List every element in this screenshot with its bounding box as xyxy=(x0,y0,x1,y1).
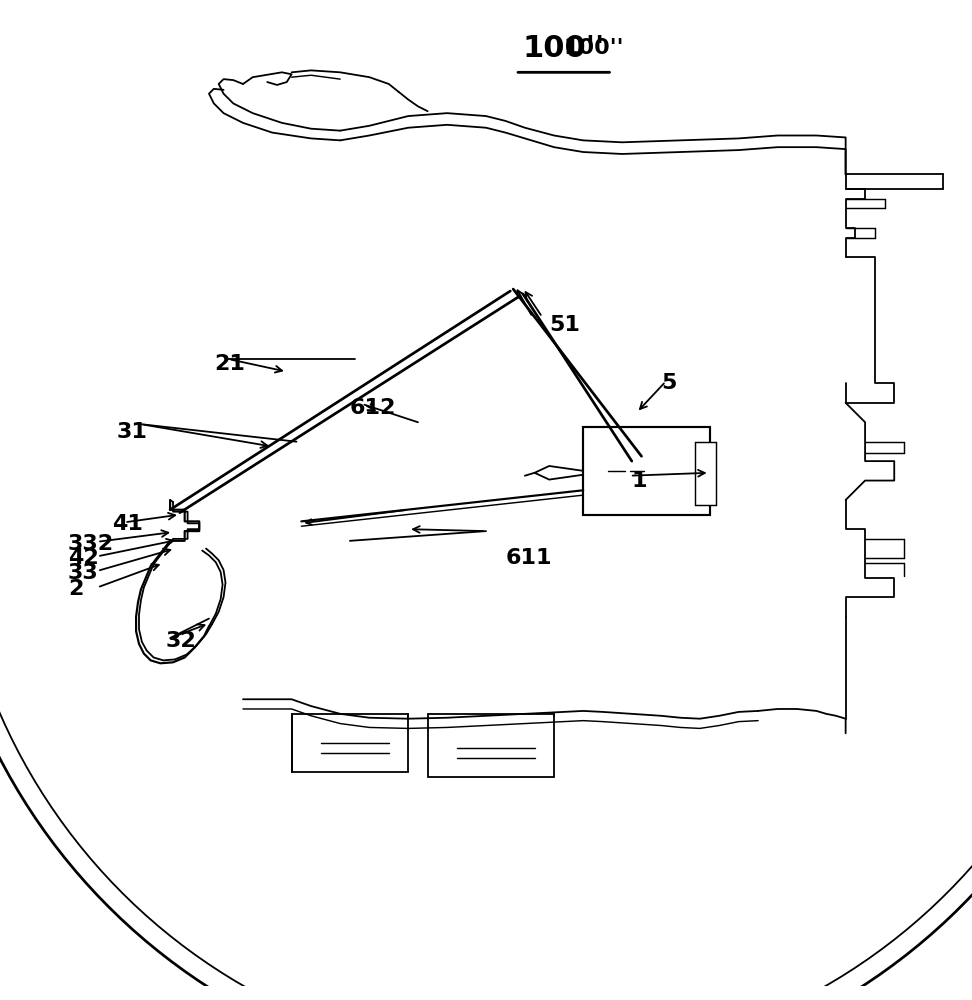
Text: 21: 21 xyxy=(214,354,245,374)
Text: 51: 51 xyxy=(549,315,580,335)
Bar xyxy=(292,714,408,772)
Text: 31: 31 xyxy=(117,422,148,442)
Text: 2: 2 xyxy=(68,579,84,599)
Text: 612: 612 xyxy=(350,398,397,418)
Text: 611: 611 xyxy=(505,548,552,568)
Text: 42: 42 xyxy=(68,548,99,568)
Bar xyxy=(428,714,554,777)
Text: 32: 32 xyxy=(165,631,196,651)
Text: 100'': 100'' xyxy=(523,34,605,63)
Text: 100'': 100'' xyxy=(564,38,624,58)
Bar xyxy=(583,427,710,515)
Text: 33: 33 xyxy=(68,563,99,583)
Text: 1: 1 xyxy=(632,471,647,491)
Bar xyxy=(695,442,716,505)
Text: 332: 332 xyxy=(68,534,114,554)
Text: 41: 41 xyxy=(112,514,143,534)
Text: 5: 5 xyxy=(661,373,677,393)
